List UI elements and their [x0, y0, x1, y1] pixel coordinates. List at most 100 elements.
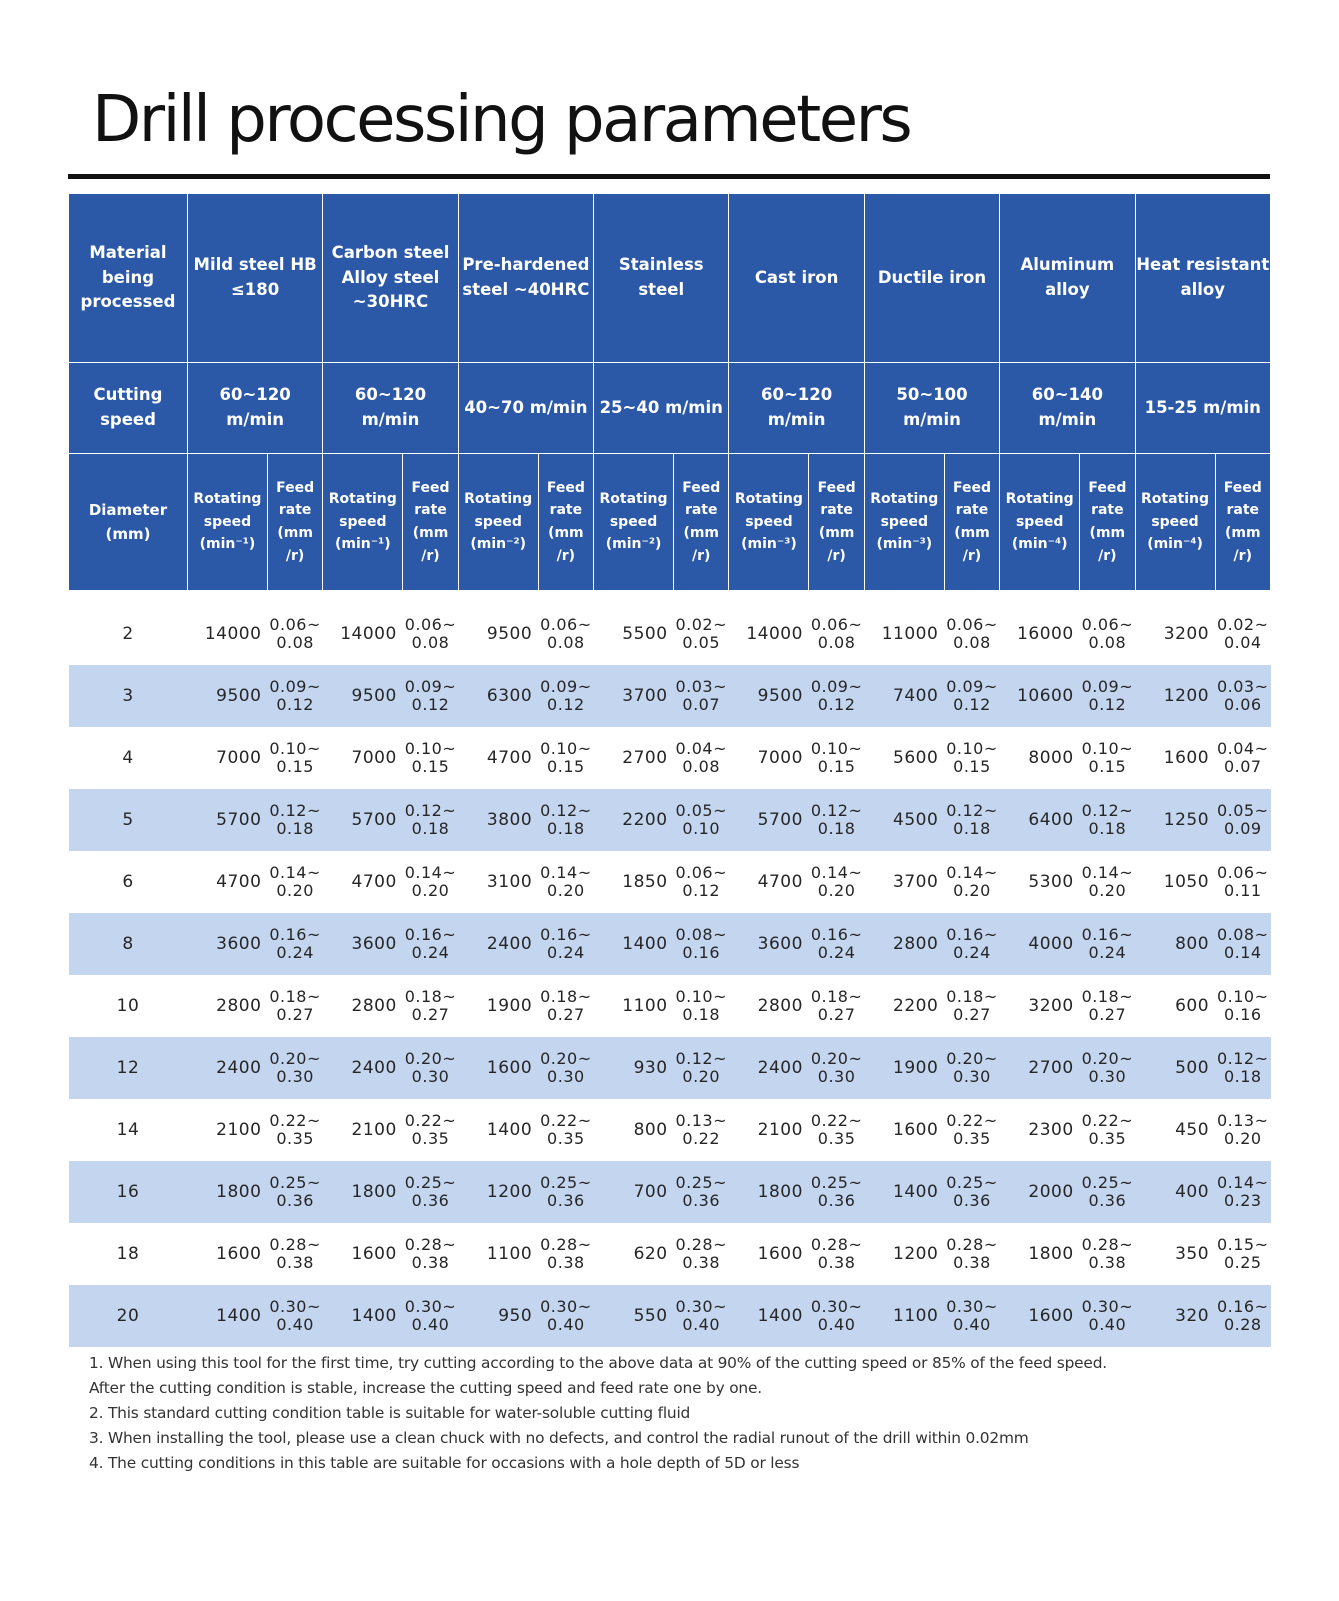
rotating-speed-cell: 5300: [1028, 872, 1074, 892]
table-body: 2 14000 0.06~ 0.08 14000 0.06~ 0.08 9500 0.06~ 0.…: [68, 603, 1271, 1347]
feed-rate-min: 0.22~: [1081, 1111, 1134, 1130]
feed-rate-min: 0.18~: [1081, 987, 1134, 1006]
feed-rate-min: 0.28~: [810, 1235, 863, 1254]
feed-rate-min: 0.09~: [269, 677, 321, 696]
feed-rate-min: 0.25~: [675, 1173, 727, 1192]
rotating-speed-cell: 9500: [322, 665, 403, 727]
feed-rate-min: 0.18~: [404, 987, 457, 1006]
rotating-speed-cell: 2300: [1028, 1120, 1074, 1140]
rotating-speed-header: Rotating speed (min⁻²): [457, 453, 539, 591]
feed-rate-min: 0.04~: [675, 739, 727, 758]
feed-rate-max: 0.06: [1223, 695, 1262, 714]
feed-rate-min: 0.14~: [540, 863, 592, 882]
feed-rate-cell: 0.03~ 0.06: [1215, 665, 1271, 727]
feed-rate-min: 0.30~: [404, 1297, 457, 1316]
feed-rate-min: 0.05~: [675, 801, 727, 820]
rotating-speed-cell: 1600: [458, 1037, 539, 1099]
feed-rate-min: 0.06~: [675, 863, 727, 882]
feed-rate-max: 0.08: [411, 633, 450, 652]
rotating-speed-cell: 6400: [999, 789, 1080, 851]
feed-rate-min: 0.03~: [1216, 677, 1269, 696]
note-item: 2. This standard cutting condition table…: [89, 1404, 691, 1422]
rotating-speed-header: Rotating speed (min⁻⁴): [999, 453, 1081, 591]
feed-rate-min: 0.28~: [1081, 1235, 1134, 1254]
rotating-speed-header: Rotating speed (min⁻³): [728, 453, 810, 591]
feed-rate-header: Feed rate (mm /r): [808, 453, 865, 591]
feed-rate-header: Feed rate (mm /r): [266, 453, 324, 591]
diameter-cell: 6: [122, 872, 134, 892]
feed-rate-cell: 0.30~ 0.40: [808, 1285, 865, 1347]
rotating-speed-cell: 1400: [593, 913, 674, 975]
feed-rate-max: 0.36: [682, 1191, 721, 1210]
rotating-speed-cell: 11000: [881, 624, 939, 644]
feed-rate-max: 0.35: [817, 1129, 856, 1148]
feed-rate-max: 0.05: [682, 633, 721, 652]
feed-rate-max: 0.40: [953, 1315, 991, 1334]
rotating-speed-cell: 450: [1175, 1120, 1210, 1140]
feed-rate-cell: 0.18~ 0.27: [538, 975, 593, 1037]
rotating-speed-cell: 1100: [486, 1244, 533, 1264]
rotating-speed-cell: 2800: [757, 996, 803, 1016]
rotating-speed-cell: 620: [633, 1244, 668, 1264]
table-row: 2 14000 0.06~ 0.08 14000 0.06~ 0.08 9500 0.06~ 0.…: [69, 603, 1271, 665]
feed-rate-cell: 0.10~ 0.15: [538, 727, 593, 789]
rotating-speed-cell: 2100: [216, 1120, 262, 1140]
feed-rate-header: Feed rate (mm /r): [537, 453, 595, 591]
feed-rate-max: 0.08: [682, 757, 721, 776]
table-row: 16 1800 0.25~ 0.36 1800 0.25~ 0.36 1200 0.25~ 0.3…: [68, 1161, 1271, 1223]
feed-rate-cell: 0.14~ 0.20: [267, 851, 322, 913]
feed-rate-min: 0.10~: [1216, 987, 1269, 1006]
rotating-speed-cell: 3200: [1163, 624, 1210, 644]
feed-rate-max: 0.27: [276, 1005, 314, 1024]
feed-rate-min: 0.20~: [810, 1049, 863, 1068]
rotating-speed-cell: 930: [593, 1037, 674, 1099]
feed-rate-header: Feed rate (mm /r): [943, 453, 1001, 591]
feed-rate-max: 0.18: [1088, 819, 1127, 838]
feed-rate-max: 0.35: [547, 1129, 585, 1148]
feed-rate-max: 0.25: [1223, 1253, 1262, 1272]
feed-rate-max: 0.27: [817, 1005, 856, 1024]
feed-rate-max: 0.35: [1088, 1129, 1127, 1148]
feed-rate-max: 0.24: [953, 943, 991, 962]
feed-rate-max: 0.18: [276, 819, 314, 838]
feed-rate-min: 0.16~: [404, 925, 457, 944]
rotating-speed-header: Rotating speed (min⁻¹): [322, 453, 404, 591]
rotating-speed-cell: 1800: [187, 1161, 268, 1223]
feed-rate-min: 0.09~: [810, 677, 863, 696]
feed-rate-min: 0.28~: [540, 1235, 592, 1254]
feed-rate-min: 0.20~: [1081, 1049, 1134, 1068]
rotating-speed-cell: 1250: [1135, 789, 1216, 851]
feed-rate-min: 0.02~: [1216, 615, 1269, 634]
rotating-speed-cell: 1600: [999, 1285, 1080, 1347]
feed-rate-max: 0.38: [411, 1253, 450, 1272]
feed-rate-cell: 0.16~ 0.24: [538, 913, 594, 975]
feed-rate-max: 0.30: [953, 1067, 991, 1086]
rotating-speed-cell: 4700: [486, 748, 533, 768]
feed-rate-max: 0.28: [1223, 1315, 1262, 1334]
feed-rate-cell: 0.20~ 0.30: [808, 1037, 865, 1099]
feed-rate-min: 0.06~: [269, 615, 321, 634]
feed-rate-max: 0.10: [682, 819, 721, 838]
rotating-speed-cell: 9500: [486, 624, 533, 644]
feed-rate-min: 0.03~: [675, 677, 727, 696]
feed-rate-min: 0.25~: [404, 1173, 457, 1192]
rotating-speed-cell: 2400: [728, 1037, 809, 1099]
feed-rate-max: 0.20: [682, 1067, 721, 1086]
rotating-speed-cell: 950: [458, 1285, 539, 1347]
feed-rate-cell: 0.04~ 0.07: [1215, 727, 1270, 789]
rotating-speed-cell: 2200: [893, 996, 939, 1016]
cutting-speed-value: 40~70 m/min: [457, 362, 595, 454]
rotating-speed-cell: 5700: [728, 789, 809, 851]
feed-rate-max: 0.08: [953, 633, 991, 652]
table-row: 5 5700 0.12~ 0.18 5700 0.12~ 0.18 3800 0.12~ 0.18…: [68, 789, 1271, 851]
feed-rate-max: 0.36: [411, 1191, 450, 1210]
feed-rate-min: 0.08~: [675, 925, 727, 944]
table-row: 10 2800 0.18~ 0.27 2800 0.18~ 0.27 1900 0.18~ 0.2…: [69, 975, 1271, 1037]
feed-rate-max: 0.30: [411, 1067, 450, 1086]
feed-rate-cell: 0.25~ 0.36: [673, 1161, 729, 1223]
feed-rate-cell: 0.06~ 0.08: [1080, 603, 1135, 665]
material-heat-resistant-alloy: Heat resistant alloy: [1134, 193, 1272, 363]
feed-rate-max: 0.08: [276, 633, 314, 652]
diameter-cell: 8: [68, 913, 188, 975]
rotating-speed-cell: 7000: [351, 748, 397, 768]
